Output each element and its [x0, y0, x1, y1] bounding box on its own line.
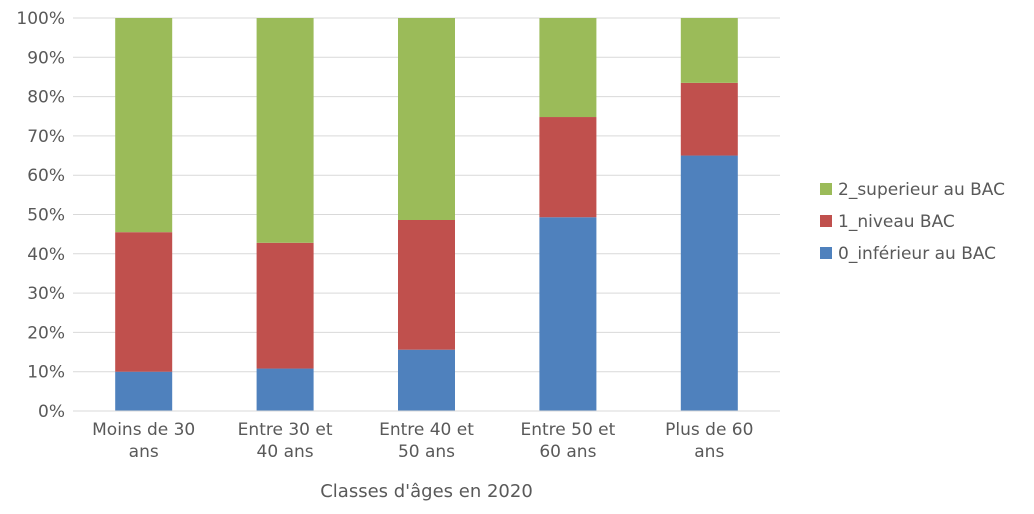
bar-segment-inferieur — [115, 371, 173, 411]
bar-segment-superieur — [398, 18, 455, 221]
bar-segment-niveau — [115, 232, 173, 372]
y-axis-tick-labels: 0% 10% 20% 30% 40% 50% 60% 70% 80% 90% 100% — [16, 9, 65, 422]
bar-segment-superieur — [256, 18, 314, 243]
x-axis-title: Classes d'âges en 2020 — [320, 481, 533, 502]
x-category-label: 50 ans — [398, 442, 455, 462]
bar-segment-superieur — [680, 18, 738, 83]
legend-swatch — [820, 215, 832, 227]
legend-swatch — [820, 183, 832, 195]
bar-segment-niveau — [398, 220, 455, 350]
x-category-label: Plus de 60 — [665, 420, 753, 440]
x-category-label: Entre 40 et — [379, 420, 474, 440]
y-tick-label: 20% — [27, 323, 65, 343]
x-category-label: Moins de 30 — [92, 420, 195, 440]
y-tick-label: 0% — [38, 402, 65, 422]
y-tick-label: 90% — [27, 48, 65, 68]
x-category-label: 40 ans — [257, 442, 314, 462]
bar-segment-inferieur — [680, 155, 738, 411]
y-tick-label: 50% — [27, 206, 65, 226]
x-category-label: ans — [129, 442, 159, 462]
x-category-label: Entre 50 et — [520, 420, 615, 440]
bar-segment-niveau — [539, 117, 597, 218]
legend: 2_superieur au BAC 1_niveau BAC 0_inférieu… — [820, 180, 1005, 264]
legend-label: 1_niveau BAC — [838, 212, 955, 232]
legend-label: 2_superieur au BAC — [838, 180, 1005, 200]
x-category-label: ans — [694, 442, 724, 462]
y-tick-label: 30% — [27, 284, 65, 304]
bar-segment-superieur — [115, 18, 173, 233]
y-tick-label: 10% — [27, 363, 65, 383]
y-tick-label: 40% — [27, 245, 65, 265]
x-category-label: Entre 30 et — [238, 420, 333, 440]
y-tick-label: 80% — [27, 88, 65, 108]
x-category-label: 60 ans — [539, 442, 596, 462]
bar-segment-inferieur — [398, 349, 455, 411]
y-tick-label: 70% — [27, 127, 65, 147]
legend-label: 0_inférieur au BAC — [838, 244, 996, 264]
y-tick-label: 60% — [27, 166, 65, 186]
bar-segment-niveau — [256, 242, 314, 369]
bar-segment-inferieur — [256, 368, 314, 411]
bar-segment-inferieur — [539, 217, 597, 411]
legend-swatch — [820, 247, 832, 259]
bar-segment-niveau — [680, 82, 738, 156]
bar-segment-superieur — [539, 18, 597, 118]
y-tick-label: 100% — [16, 9, 65, 29]
bars — [115, 18, 738, 411]
